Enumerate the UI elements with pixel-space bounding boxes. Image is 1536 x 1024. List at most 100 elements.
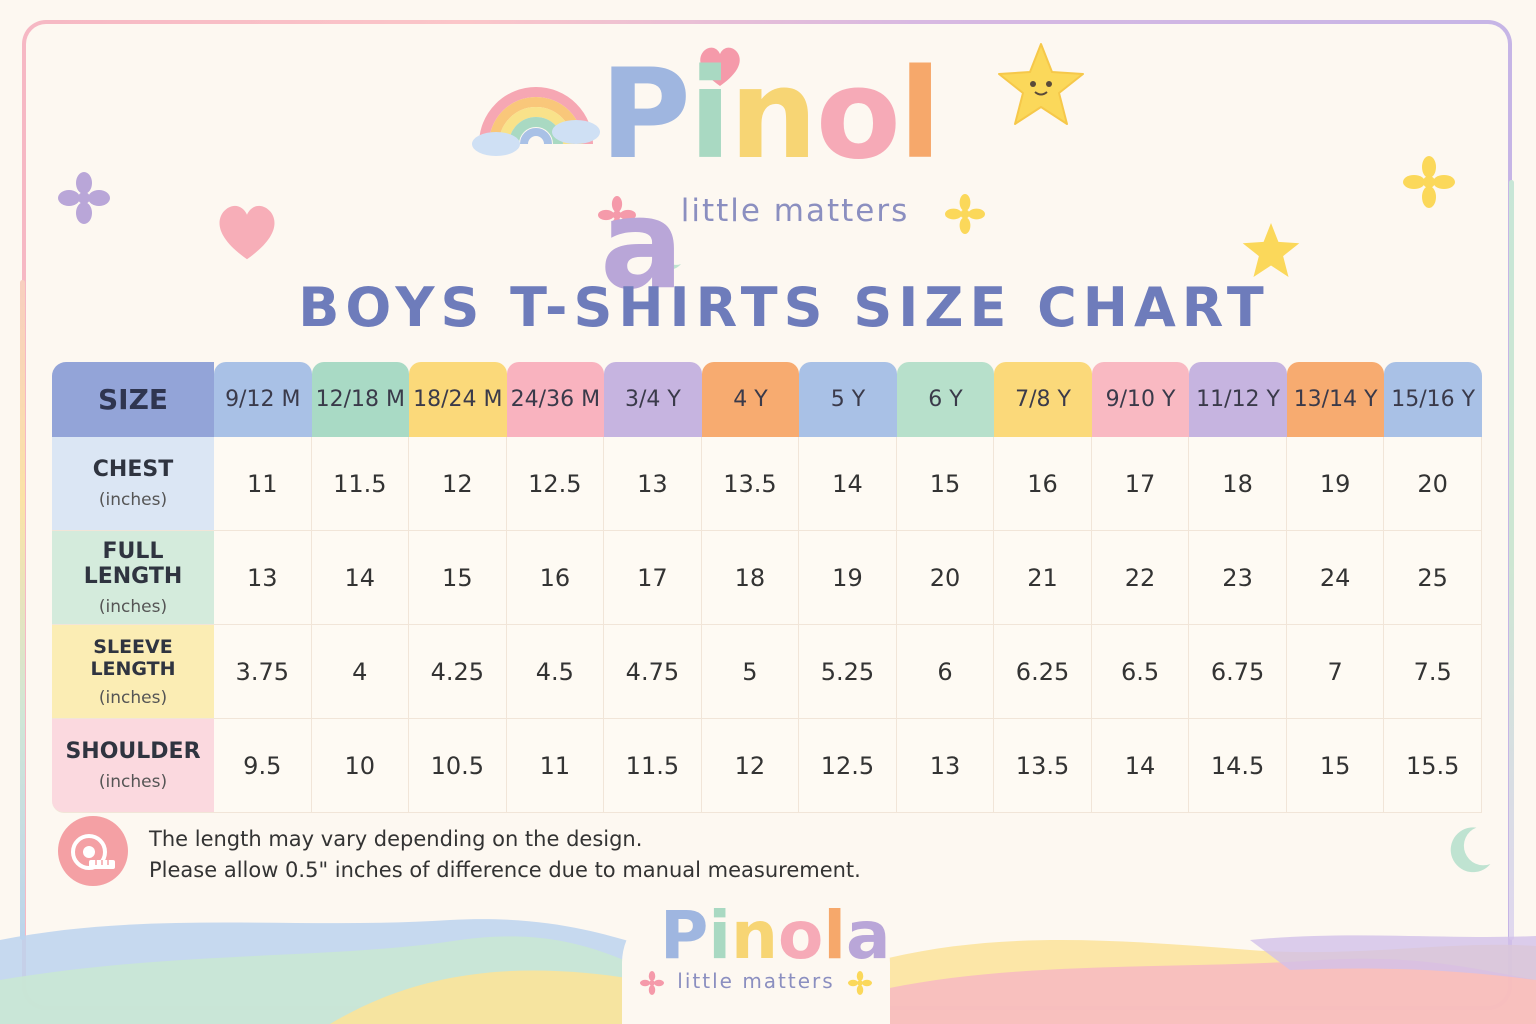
row-label: FULL LENGTH — [83, 538, 183, 589]
flower-icon — [598, 196, 636, 234]
size-column-header: 24/36 M — [506, 362, 605, 437]
brand-logo: Pinola — [600, 43, 1020, 310]
row-unit: (inches) — [98, 687, 168, 708]
logo-letter: a — [845, 897, 891, 974]
row-label: CHEST — [92, 457, 174, 482]
row-unit: (inches) — [98, 490, 168, 510]
logo-letter: l — [898, 43, 941, 187]
value-cell: 6.75 — [1189, 625, 1287, 719]
value-cell: 12.5 — [506, 437, 605, 531]
value-cell: 16 — [994, 437, 1092, 531]
value-cell: 10 — [311, 719, 410, 813]
row-label-cell: SHOULDER (inches) — [52, 719, 214, 813]
size-column-header: 3/4 Y — [604, 362, 702, 437]
footer-logo-letters: Pinola — [660, 893, 891, 979]
size-column-header: 15/16 Y — [1384, 362, 1482, 437]
value-cell: 4.25 — [409, 625, 507, 719]
size-column-header: 4 Y — [701, 362, 800, 437]
brand-tagline: little matters — [680, 193, 910, 229]
value-cell: 17 — [604, 531, 702, 625]
measuring-tape-icon — [58, 816, 128, 886]
heart-icon — [700, 47, 740, 86]
value-cell: 14 — [311, 531, 410, 625]
star-icon — [998, 43, 1084, 125]
rainbow-icon — [472, 87, 600, 156]
value-cell: 15 — [409, 531, 507, 625]
logo-letter: a — [600, 173, 684, 317]
logo-letter: o — [815, 43, 901, 187]
flower-icon — [58, 172, 110, 224]
value-cell: 19 — [1286, 437, 1385, 531]
value-cell: 7 — [1286, 625, 1385, 719]
size-column-header: 6 Y — [896, 362, 995, 437]
footer-logo: Pinola little matters — [622, 893, 891, 1024]
logo-letter: P — [660, 897, 709, 974]
value-cell: 14 — [799, 437, 897, 531]
value-cell: 12 — [409, 437, 507, 531]
row-label-cell: FULL LENGTH (inches) — [52, 531, 214, 625]
size-column-header: 12/18 M — [311, 362, 410, 437]
logo-letter: i — [708, 897, 731, 974]
value-cell: 20 — [1384, 437, 1482, 531]
value-cell: 5.25 — [799, 625, 897, 719]
moon-icon — [652, 237, 681, 270]
size-header: SIZE — [52, 362, 214, 437]
value-cell: 13.5 — [701, 437, 800, 531]
measurement-notes: The length may vary depending on the des… — [149, 824, 861, 886]
value-cell: 4 — [311, 625, 410, 719]
logo-letter: n — [729, 43, 817, 187]
table-row: FULL LENGTH (inches) 13 14 15 16 17 18 19 20 21 22 2… — [52, 531, 1482, 625]
size-column-header: 9/12 M — [214, 362, 312, 437]
row-label: SHOULDER — [65, 739, 201, 764]
value-cell: 11 — [506, 719, 605, 813]
moon-icon — [1450, 827, 1491, 873]
value-cell: 9.5 — [214, 719, 312, 813]
logo-letter: P — [600, 43, 691, 187]
decorative-waves — [0, 919, 1536, 1024]
logo-letter: i — [688, 43, 731, 187]
value-cell: 17 — [1091, 437, 1190, 531]
value-cell: 6.25 — [994, 625, 1092, 719]
value-cell: 22 — [1091, 531, 1190, 625]
value-cell: 13 — [896, 719, 995, 813]
row-unit: (inches) — [98, 772, 168, 792]
value-cell: 4.75 — [604, 625, 702, 719]
size-column-header: 9/10 Y — [1091, 362, 1190, 437]
value-cell: 5 — [701, 625, 800, 719]
table-row: SHOULDER (inches) 9.5 10 10.5 11 11.5 12 12.5 13 1… — [52, 719, 1482, 813]
value-cell: 11 — [214, 437, 312, 531]
value-cell: 11.5 — [311, 437, 410, 531]
value-cell: 3.75 — [214, 625, 312, 719]
logo-letter: o — [778, 897, 824, 974]
value-cell: 18 — [701, 531, 800, 625]
flower-icon — [945, 194, 985, 234]
row-label-cell: CHEST (inches) — [52, 437, 214, 531]
footer-tagline: little matters — [677, 969, 835, 993]
value-cell: 11.5 — [604, 719, 702, 813]
value-cell: 21 — [994, 531, 1092, 625]
value-cell: 20 — [896, 531, 995, 625]
size-column-header: 18/24 M — [409, 362, 507, 437]
flower-icon — [1403, 156, 1455, 208]
logo-letter: l — [823, 897, 846, 974]
value-cell: 6 — [896, 625, 995, 719]
frame-accent-left — [20, 280, 25, 940]
row-unit: (inches) — [98, 596, 168, 617]
size-column-header: 13/14 Y — [1286, 362, 1385, 437]
size-column-header: 5 Y — [799, 362, 897, 437]
value-cell: 19 — [799, 531, 897, 625]
row-label: SLEEVE LENGTH — [90, 635, 176, 680]
value-cell: 16 — [506, 531, 605, 625]
flower-icon — [640, 971, 664, 995]
frame-accent-right — [1509, 180, 1514, 940]
value-cell: 15 — [896, 437, 995, 531]
value-cell: 10.5 — [409, 719, 507, 813]
logo-letter: n — [731, 897, 778, 974]
note-line: Please allow 0.5" inches of difference d… — [149, 858, 861, 882]
table-row: SLEEVE LENGTH (inches) 3.75 4 4.25 4.5 4.75 5 5.… — [52, 625, 1482, 719]
star-icon — [1242, 223, 1300, 277]
value-cell: 18 — [1189, 437, 1287, 531]
